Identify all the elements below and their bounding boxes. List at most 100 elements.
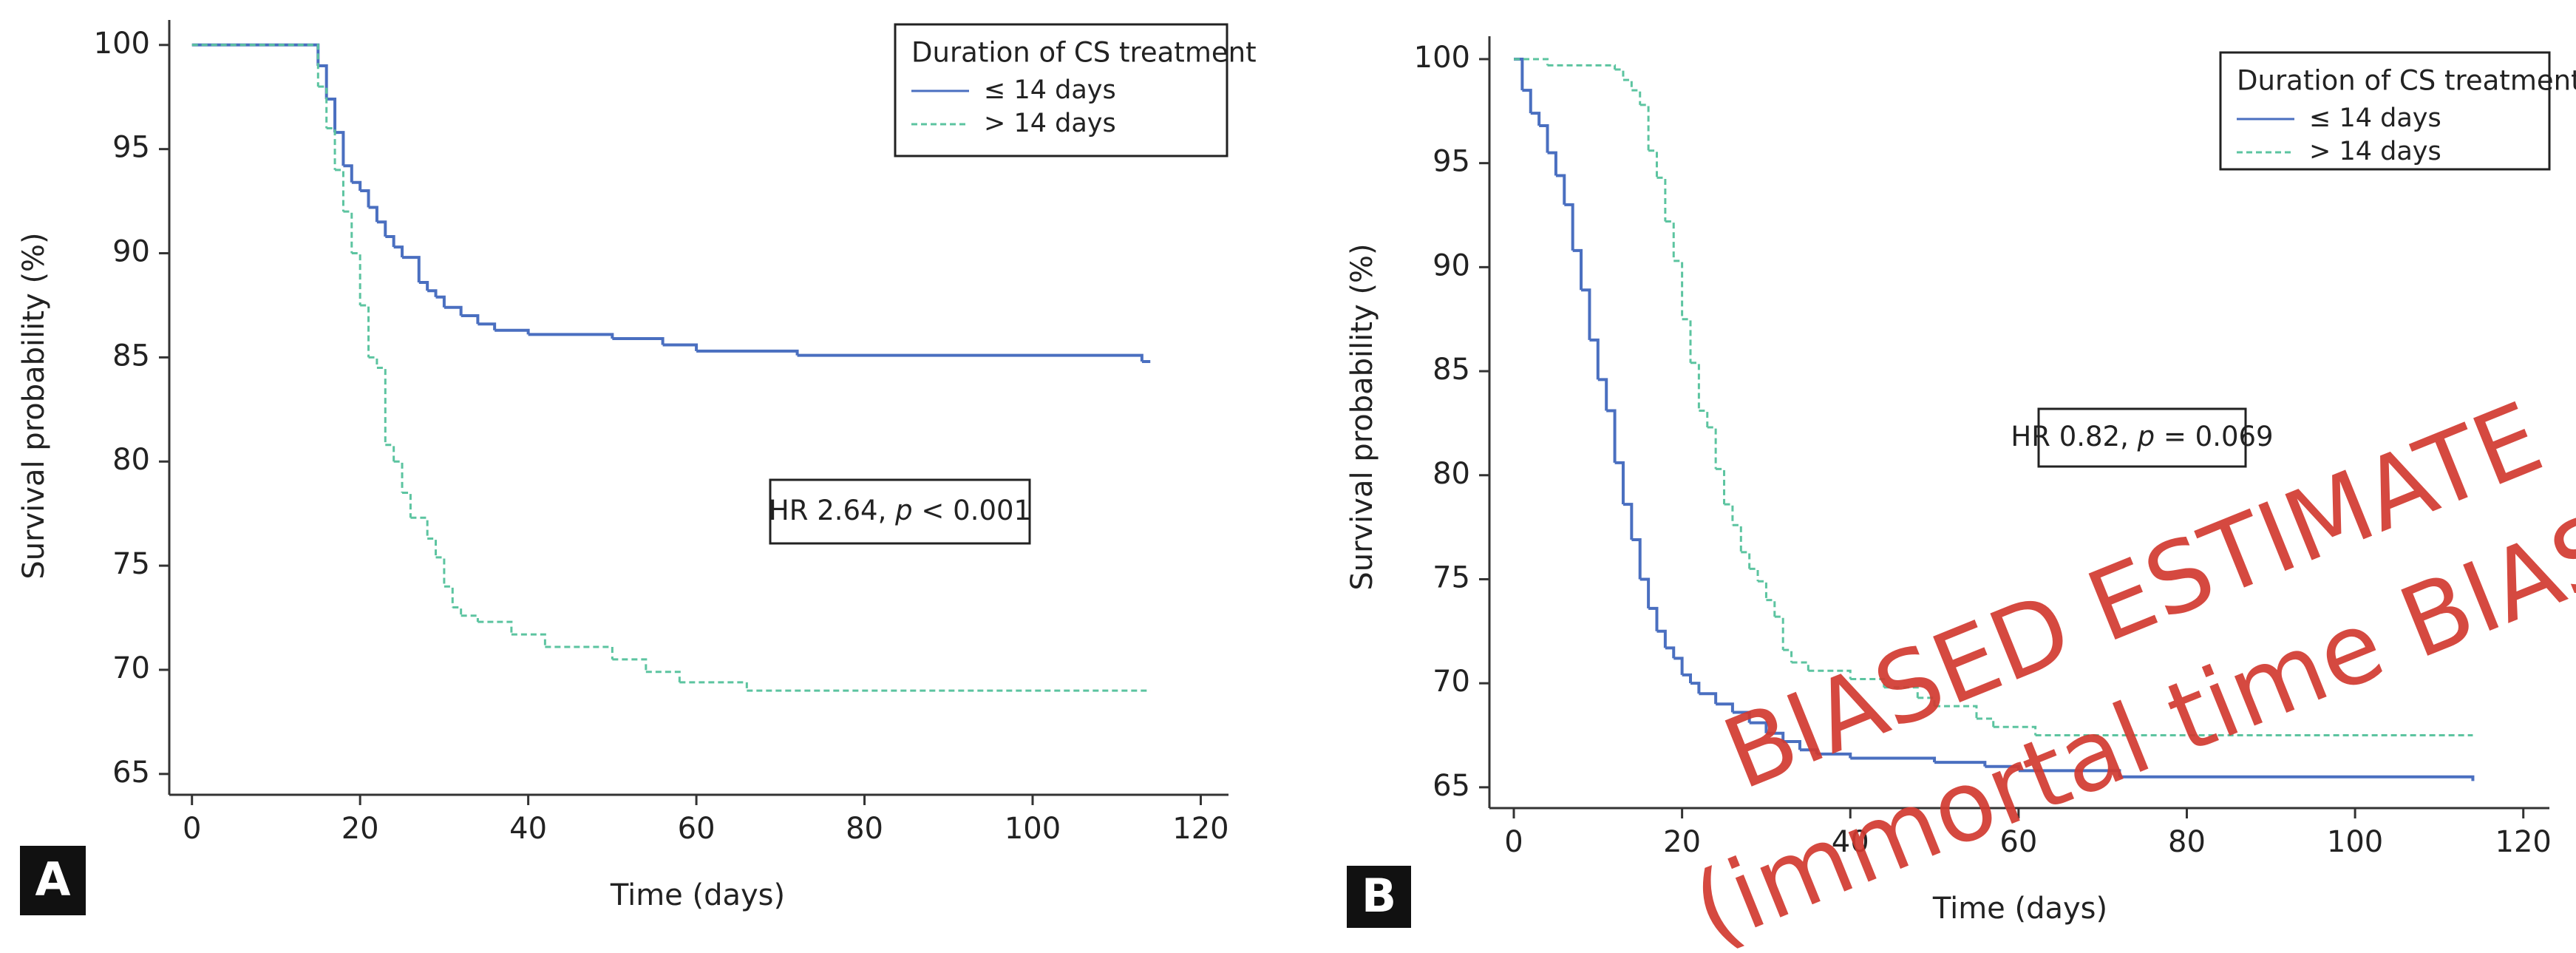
survival-step (1883, 686, 1919, 698)
survival-step (1673, 657, 1684, 675)
x-tick-label: 120 (2495, 825, 2552, 859)
survival-step (1791, 661, 1809, 671)
survival-step (444, 305, 463, 316)
y-tick-label: 100 (1414, 41, 1470, 75)
survival-step (1808, 669, 1852, 679)
survival-step (351, 252, 361, 305)
annotation: HR 0.82, p = 0.069 (2011, 421, 2273, 452)
survival-step (1993, 725, 2037, 736)
survival-step (1976, 717, 1995, 728)
survival-step (1716, 467, 1726, 505)
x-tick-label: 80 (846, 812, 883, 846)
annotation: HR 2.64, p < 0.001 (769, 495, 1031, 526)
survival-step (1766, 731, 1785, 742)
survival-step (1614, 68, 1625, 81)
survival-step (191, 44, 319, 87)
y-tick-label: 100 (94, 27, 150, 61)
survival-step (376, 220, 387, 237)
survival-step (1648, 606, 1659, 631)
survival-step (335, 169, 344, 212)
survival-step (1631, 89, 1642, 105)
survival-step (1716, 702, 1734, 713)
survival-step (495, 328, 530, 335)
legend-label: ≤ 14 days (984, 75, 1116, 105)
y-tick-label: 85 (1433, 353, 1470, 387)
survival-step (402, 492, 412, 518)
survival-step (1732, 523, 1742, 552)
legend-title: Duration of CS treatment (2237, 65, 2576, 97)
survival-step (1639, 104, 1650, 151)
survival-step (1783, 739, 1801, 750)
survival-step (1547, 151, 1557, 176)
survival-step (1673, 260, 1684, 319)
survival-step (1741, 551, 1751, 569)
y-tick-label: 75 (112, 547, 150, 581)
survival-step (326, 126, 336, 170)
survival-step (1665, 646, 1676, 659)
y-axis-title: Survival probability (%) (1345, 243, 1379, 590)
y-tick-label: 65 (1433, 769, 1470, 803)
survival-step (1639, 577, 1651, 608)
survival-step (478, 620, 513, 635)
x-tick-label: 120 (1172, 812, 1228, 846)
survival-step (696, 349, 799, 356)
survival-step (1597, 378, 1608, 411)
survival-step (1514, 57, 1524, 91)
y-tick-label: 80 (1433, 457, 1470, 491)
survival-step (612, 337, 665, 345)
survival-step (1690, 682, 1701, 694)
survival-step (461, 614, 479, 623)
survival-step (1699, 410, 1709, 428)
y-axis-title: Survival probability (%) (17, 232, 51, 579)
annotation-text: HR 0.82, (2011, 421, 2137, 452)
survival-step (326, 98, 337, 133)
y-tick-label: 80 (112, 443, 150, 477)
survival-step (1606, 409, 1617, 463)
survival-step (1555, 174, 1566, 205)
legend-label: > 14 days (2309, 137, 2441, 166)
x-tick-label: 100 (2327, 825, 2383, 859)
survival-step (1665, 220, 1675, 261)
x-tick-label: 0 (183, 812, 201, 846)
survival-step (528, 333, 614, 339)
survival-step (343, 164, 353, 183)
survival-step (645, 671, 681, 682)
survival-step (385, 444, 395, 462)
panel-label-box (1347, 866, 1411, 928)
panel-label-box (20, 846, 86, 915)
survival-step (444, 585, 454, 608)
y-tick-label: 65 (112, 756, 150, 790)
legend-title: Duration of CS treatment (911, 37, 1257, 69)
survival-step (368, 356, 378, 368)
survival-step (1934, 705, 1978, 719)
x-tick-label: 80 (2168, 825, 2206, 859)
survival-step (1707, 426, 1717, 469)
survival-step (1547, 64, 1617, 70)
survival-step (1774, 615, 1784, 651)
survival-step (435, 295, 446, 308)
survival-step (1656, 629, 1667, 648)
survival-step (1572, 248, 1583, 291)
annotation-italic: p (894, 495, 913, 526)
survival-step (343, 210, 353, 254)
survival-step (1622, 503, 1634, 540)
x-tick-label: 40 (1832, 825, 1869, 859)
panel-label: B (1362, 869, 1396, 923)
survival-step (376, 366, 387, 445)
survival-step (1564, 203, 1574, 251)
annotation-text: = 0.069 (2155, 421, 2273, 452)
survival-step (545, 645, 614, 659)
y-tick-label: 95 (1433, 145, 1470, 179)
x-tick-label: 20 (341, 812, 379, 846)
survival-step (679, 681, 748, 691)
survival-step (368, 206, 378, 223)
annotation-italic: p (2137, 421, 2155, 452)
survival-step (1917, 696, 1936, 707)
survival-step (478, 322, 497, 330)
survival-step (2018, 769, 2121, 777)
survival-step (1724, 503, 1734, 526)
survival-step (1682, 673, 1693, 684)
legend-box (2219, 51, 2551, 171)
x-tick-label: 0 (1504, 825, 1523, 859)
annotation-box (2037, 407, 2247, 468)
